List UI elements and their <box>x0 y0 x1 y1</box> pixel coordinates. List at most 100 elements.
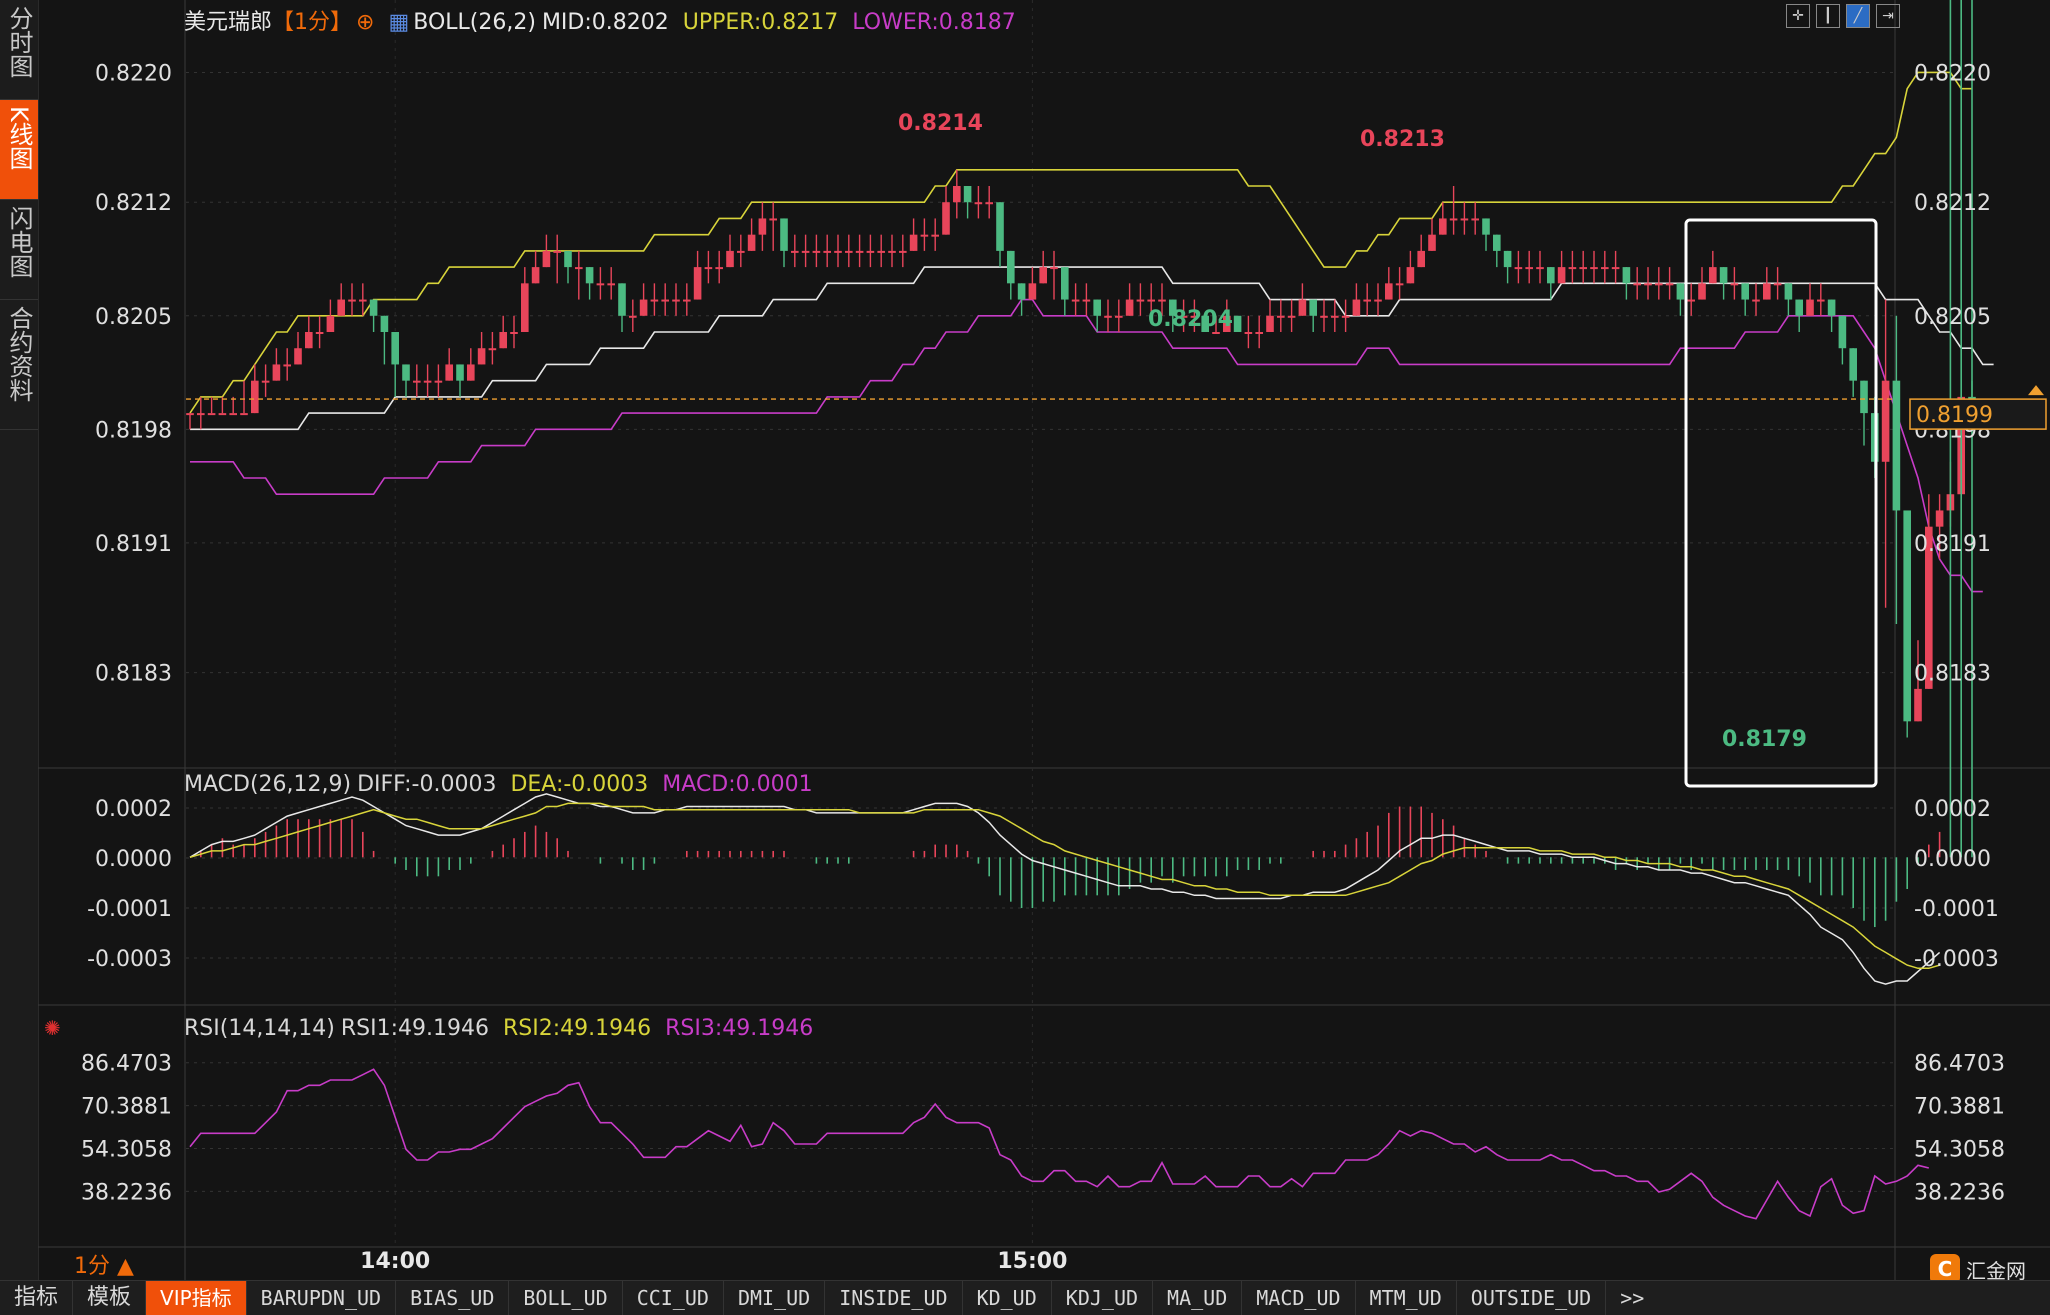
rsi-tick-label: 86.4703 <box>81 1052 172 1077</box>
sidebar: 分时图 K线图 闪电图 合约资料 <box>0 0 39 1280</box>
tab-time-share[interactable]: 分时图 <box>0 0 38 100</box>
line-chart-icon[interactable]: ╱ <box>1846 4 1870 28</box>
template-tab[interactable]: 模板 <box>73 1281 147 1315</box>
candle-body <box>1579 267 1587 270</box>
tab-contract-info[interactable]: 合约资料 <box>0 300 38 430</box>
tab-contract-info-label: 合约资料 <box>5 306 33 402</box>
candle-body <box>1266 315 1274 332</box>
candle-body <box>1633 283 1641 286</box>
candle-body <box>1903 510 1911 722</box>
price-tick-label: 0.8220 <box>95 61 172 86</box>
settings-icon[interactable]: ✺ <box>44 1016 61 1040</box>
candle-body <box>1039 267 1047 284</box>
high-annotation-1: 0.8214 <box>898 111 983 136</box>
low-annotation-1: 0.8204 <box>1148 307 1233 332</box>
candle-body <box>510 332 518 334</box>
candle-body <box>1838 315 1847 349</box>
candle-body <box>1503 250 1512 268</box>
macd-tick-label: 0.0000 <box>1914 847 1991 872</box>
candles-icon[interactable]: ┃ <box>1816 4 1840 28</box>
crosshair-icon[interactable]: ✛ <box>1786 4 1810 28</box>
candle-body <box>1309 299 1317 316</box>
candle-body <box>1827 299 1836 316</box>
indicator-bar: 指标 模板 VIP指标 BARUPDN_UD BIAS_UD BOLL_UD C… <box>0 1280 2050 1315</box>
candle-body <box>585 267 594 284</box>
highlight-box <box>1684 218 1878 788</box>
candle-body <box>1385 283 1393 300</box>
candle-body <box>1158 299 1166 302</box>
rsi2-value: RSI2:49.1946 <box>503 1016 652 1041</box>
indicator-inside[interactable]: INSIDE_UD <box>825 1281 963 1315</box>
expand-icon[interactable]: ⇥ <box>1876 4 1900 28</box>
indicator-tab[interactable]: 指标 <box>0 1281 74 1315</box>
indicator-cci[interactable]: CCI_UD <box>623 1281 724 1315</box>
period-selector[interactable]: 1分 ▲ <box>74 1254 134 1279</box>
candle-body <box>1914 688 1922 722</box>
indicator-outside[interactable]: OUTSIDE_UD <box>1457 1281 1607 1315</box>
chart-canvas[interactable]: 0.8220 0.8220 0.8212 0.8212 0.8205 0.8205 0.81… <box>0 0 2050 1280</box>
candle-body <box>369 299 378 316</box>
indicator-kd[interactable]: KD_UD <box>963 1281 1052 1315</box>
candle-body <box>888 250 896 253</box>
price-tick-label: 0.8212 <box>1914 191 1991 216</box>
indicator-dmi[interactable]: DMI_UD <box>724 1281 826 1315</box>
candle-body <box>380 315 389 332</box>
candle-body <box>305 332 313 349</box>
candle-body <box>1439 218 1447 235</box>
candle-body <box>1773 283 1782 286</box>
candle-body <box>877 250 885 253</box>
indicator-mtm[interactable]: MTM_UD <box>1356 1281 1457 1315</box>
candle-body <box>920 234 929 237</box>
price-tick-label: 0.8198 <box>95 418 172 443</box>
candle-body <box>996 202 1004 251</box>
candle-body <box>1255 332 1263 334</box>
candle-body <box>963 186 972 203</box>
tab-flash[interactable]: 闪电图 <box>0 200 38 300</box>
candle-body <box>391 332 399 365</box>
price-tick-label: 0.8205 <box>1914 305 1991 330</box>
candle-body <box>1849 348 1857 381</box>
candle-body <box>1752 299 1760 302</box>
candle-body <box>1482 218 1490 235</box>
candle-body <box>445 364 453 381</box>
time-tick-label: 14:00 <box>360 1249 430 1274</box>
plus-circle-icon[interactable]: ⊕ <box>356 10 375 35</box>
indicator-kdj[interactable]: KDJ_UD <box>1052 1281 1154 1315</box>
indicator-ma[interactable]: MA_UD <box>1153 1281 1243 1315</box>
candle-body <box>1719 267 1728 284</box>
candle-body <box>283 364 291 367</box>
rsi-tick-label: 38.2236 <box>81 1180 172 1205</box>
vip-indicator-tab[interactable]: VIP指标 <box>146 1281 247 1315</box>
candle-body <box>845 250 853 253</box>
candle-body <box>855 250 864 253</box>
candle-body <box>974 202 983 205</box>
candle-body <box>499 332 507 349</box>
boll-lower-line <box>190 298 1983 593</box>
main-header: 美元瑞郎【1分】 ⊕ ▦ BOLL(26,2) MID:0.8202 UPPER:0.82… <box>184 4 1030 36</box>
indicator-macd[interactable]: MACD_UD <box>1242 1281 1356 1315</box>
tab-kline[interactable]: K线图 <box>0 100 38 200</box>
candle-body <box>931 234 939 237</box>
macd-dea: DEA:-0.0003 <box>510 772 649 797</box>
candle-body <box>704 267 713 270</box>
candle-body <box>1935 510 1944 527</box>
candle-body <box>1687 299 1695 302</box>
candle-body <box>715 267 723 270</box>
indicator-barupdn[interactable]: BARUPDN_UD <box>247 1281 397 1315</box>
candle-body <box>812 250 821 253</box>
indicator-boll[interactable]: BOLL_UD <box>509 1281 623 1315</box>
candle-body <box>726 250 734 268</box>
candle-body <box>402 364 410 381</box>
candle-body <box>1061 267 1069 300</box>
candle-body <box>909 234 918 251</box>
candle-body <box>1287 315 1296 318</box>
more-indicators-button[interactable]: >> <box>1620 1286 1645 1310</box>
candle-body <box>1352 299 1361 316</box>
grid <box>38 0 2050 1280</box>
period-tag: 【1分】 <box>272 10 353 35</box>
indicator-icon[interactable]: ▦ <box>388 10 410 35</box>
boll-upper: UPPER:0.8217 <box>682 10 839 35</box>
indicator-bias[interactable]: BIAS_UD <box>396 1281 510 1315</box>
tab-flash-label: 闪电图 <box>5 206 33 278</box>
candle-body <box>747 234 756 251</box>
